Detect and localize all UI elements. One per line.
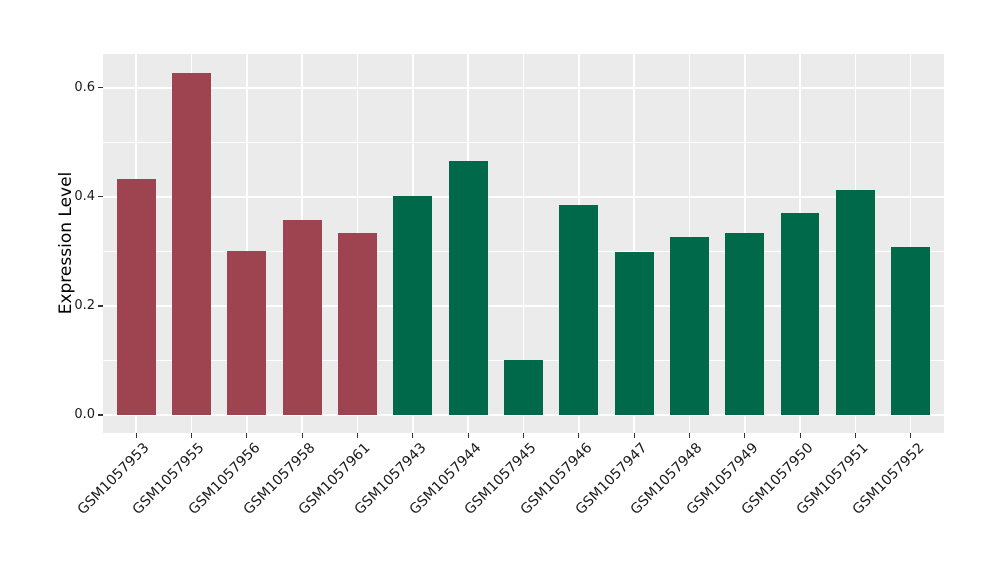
y-axis-label: Expression Level (56, 171, 76, 315)
bar-GSM1057948 (670, 236, 709, 415)
x-tick-mark (246, 433, 248, 438)
bar-GSM1057958 (282, 220, 322, 415)
x-tick-mark (854, 433, 857, 438)
x-tick-mark (412, 433, 414, 438)
plot-panel (103, 54, 944, 433)
x-tick-mark (578, 433, 580, 438)
bar-GSM1057955 (172, 73, 211, 415)
bar-GSM1057952 (891, 247, 931, 415)
y-tick-mark (98, 196, 103, 198)
bar-GSM1057953 (116, 179, 156, 415)
bar-GSM1057947 (614, 251, 654, 415)
y-tick-label: 0.0 (74, 407, 95, 422)
y-tick-label: 0.2 (74, 297, 95, 313)
gridline-vertical (246, 54, 248, 433)
gridline-vertical (633, 54, 635, 433)
gridline-vertical (522, 54, 525, 433)
x-tick-mark (467, 433, 469, 438)
x-tick-mark (910, 433, 912, 438)
x-tick-mark (190, 433, 193, 438)
bar-GSM1057946 (559, 204, 599, 415)
bar-GSM1057951 (836, 189, 875, 415)
y-tick-label: 0.4 (74, 188, 95, 204)
y-tick-label: 0.6 (74, 79, 95, 95)
x-tick-mark (135, 433, 137, 438)
bar-GSM1057945 (504, 360, 543, 415)
bar-GSM1057956 (227, 251, 267, 415)
x-tick-mark (301, 433, 303, 438)
bar-GSM1057961 (338, 233, 377, 415)
bar-GSM1057949 (725, 233, 765, 415)
gridline-vertical (910, 54, 912, 433)
bar-GSM1057944 (448, 161, 488, 415)
bar-GSM1057950 (780, 213, 820, 415)
y-tick-mark (98, 305, 103, 307)
x-tick-mark (744, 433, 746, 438)
x-tick-mark (633, 433, 635, 438)
x-tick-mark (522, 433, 525, 438)
x-tick-mark (356, 433, 359, 438)
y-tick-mark (98, 414, 103, 416)
y-tick-mark (98, 87, 103, 89)
x-tick-mark (799, 433, 801, 438)
x-tick-mark (688, 433, 691, 438)
bar-GSM1057943 (393, 196, 433, 415)
